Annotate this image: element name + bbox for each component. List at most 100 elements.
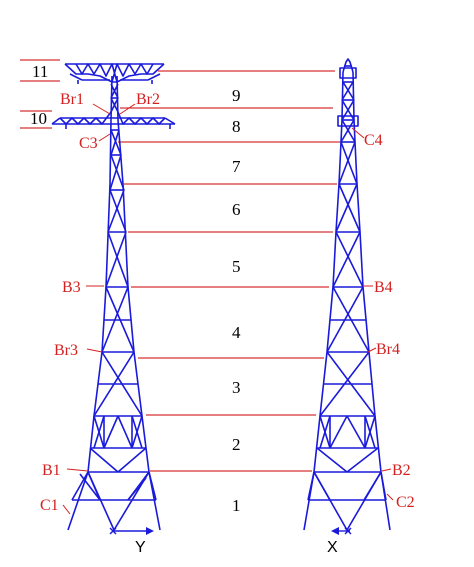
tower-left-upper-crossarm-lacing	[147, 73, 161, 81]
segment-label-5: 5	[232, 257, 241, 276]
leader-c2	[386, 493, 394, 501]
marker-c3: C3	[79, 135, 98, 152]
leader-br2	[119, 103, 136, 115]
tower-right-brace	[338, 183, 361, 233]
arrow-right-head	[146, 527, 154, 535]
tower-left-brace	[93, 415, 105, 449]
tower-left-brace	[109, 154, 122, 191]
marker-labels: Br1 Br2 C3 C4 B3 B4 Br3 Br4 B1 B2 C1 C2	[40, 91, 415, 514]
arrow-left-head	[331, 527, 339, 535]
leader-c4	[351, 127, 365, 139]
tower-right-brace	[346, 415, 366, 449]
tower-left-brace	[109, 189, 127, 233]
marker-b3: B3	[62, 279, 81, 296]
tower-left-upper-crossarm-lacing	[75, 63, 118, 83]
tower-right-brace	[341, 81, 354, 101]
marker-b1: B1	[42, 462, 61, 479]
tower-right-brace	[338, 141, 356, 185]
segment-label-2: 2	[232, 435, 241, 454]
marker-c1: C1	[40, 497, 59, 514]
tower-right-brace	[341, 119, 356, 143]
tower-left-brace	[89, 447, 119, 473]
tower-elevation-y	[51, 63, 176, 531]
segment-label-8: 8	[232, 117, 241, 136]
tower-right-brace	[340, 141, 358, 185]
segment-label-9: 9	[232, 86, 241, 105]
tower-right-lower-crossarm	[337, 115, 359, 127]
axis-y-arrow	[109, 527, 154, 535]
marker-br3: Br3	[54, 342, 78, 359]
leader-c3	[98, 133, 111, 142]
tower-left-foot-brace	[127, 477, 147, 501]
segment-label-3: 3	[232, 378, 241, 397]
tower-left-lower-crossarm-lacing	[59, 111, 112, 125]
tower-right-brace	[335, 183, 358, 233]
leader-br3	[86, 348, 103, 353]
segment-label-11: 11	[32, 62, 48, 81]
tower-left-brace	[131, 415, 143, 449]
leader-br1	[92, 103, 111, 115]
tower-right-brace	[346, 447, 379, 473]
marker-leader-lines	[62, 103, 394, 515]
axis-origin-star	[344, 527, 352, 535]
marker-b4: B4	[374, 279, 393, 296]
tower-left-brace	[105, 231, 127, 288]
tower-right-brace	[319, 415, 331, 449]
tower-right-brace	[364, 415, 376, 449]
tower-right-foot-brace	[313, 471, 331, 501]
tower-left-foot-brace	[148, 471, 157, 501]
leader-b2	[381, 468, 392, 472]
tower-left-brace	[110, 154, 125, 191]
axis-origin-star	[109, 527, 117, 535]
marker-c4: C4	[364, 132, 383, 149]
tower-right-leg-left	[303, 71, 344, 531]
tower-elevation-x	[303, 58, 391, 531]
marker-b2: B2	[392, 462, 411, 479]
tower-right-leg-right	[352, 71, 391, 531]
marker-br4: Br4	[376, 341, 400, 358]
tower-left-brace	[107, 231, 129, 288]
tower-right-foot-brace	[363, 471, 382, 501]
tower-left-brace	[110, 97, 119, 113]
segment-label-7: 7	[232, 157, 241, 176]
leader-c1	[62, 504, 71, 515]
marker-br2: Br2	[136, 91, 160, 108]
tower-left-upper-crossarm-lacing	[111, 63, 154, 83]
tower-right-brace	[329, 415, 348, 449]
tower-right-foot-brace	[307, 471, 315, 501]
axis-label-x: X	[327, 539, 338, 556]
tower-right-brace	[316, 447, 348, 473]
tower-left-brace	[117, 415, 133, 449]
marker-c2: C2	[396, 494, 415, 511]
tower-left-leg-right	[116, 75, 161, 531]
tower-left-brace	[110, 129, 120, 156]
axis-x-arrow	[331, 527, 352, 535]
segment-divider-lines	[20, 59, 342, 472]
tower-left-brace	[107, 189, 125, 233]
tower-left-brace	[110, 129, 122, 156]
segment-label-6: 6	[232, 200, 241, 219]
tower-right-brace	[335, 231, 364, 288]
tower-right-brace	[342, 81, 355, 101]
tower-left-brace	[117, 447, 147, 473]
tower-left-lower-crossarm	[164, 117, 176, 125]
leader-b1	[66, 468, 89, 472]
tower-left-foot-brace	[87, 471, 101, 501]
tower-right-foot-brace	[380, 471, 387, 501]
tower-left-brace	[103, 415, 119, 449]
tower-left-lower-crossarm-lacing	[117, 111, 166, 125]
tower-right-brace	[340, 119, 355, 143]
leader-br4	[367, 347, 377, 353]
segment-label-10: 10	[30, 109, 47, 128]
segment-label-4: 4	[232, 323, 241, 342]
segment-label-1: 1	[232, 496, 241, 515]
tower-right-upper-crossarm	[339, 67, 357, 79]
tower-left-foot-brace	[71, 471, 89, 501]
tower-left-brace	[110, 83, 119, 99]
tower-left-lower-crossarm	[51, 117, 61, 125]
tower-left-upper-crossarm-lacing	[69, 73, 83, 81]
axis-label-y: Y	[135, 539, 146, 556]
tower-right-brace	[332, 231, 361, 288]
